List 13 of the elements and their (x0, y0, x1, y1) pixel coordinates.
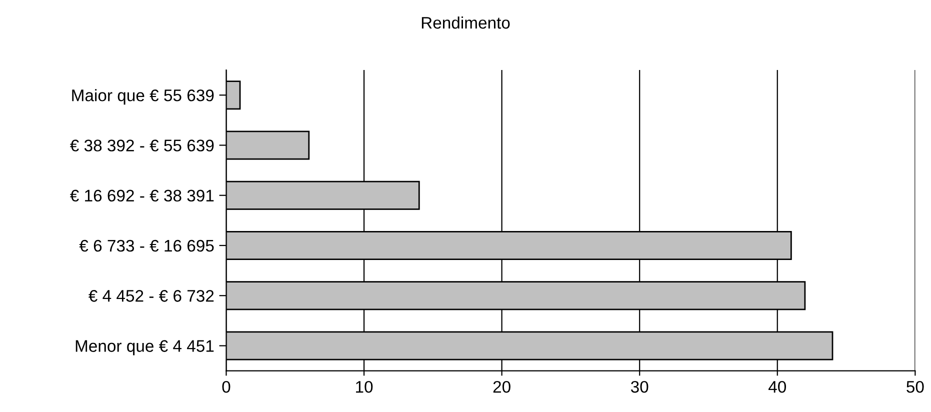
y-tick-label: Menor que € 4 451 (76, 340, 214, 356)
chart-title: Rendimento (422, 16, 510, 29)
x-tick-label: 20 (493, 380, 510, 393)
x-tick-label: 10 (356, 380, 373, 393)
x-tick-label: 40 (768, 380, 786, 393)
y-tick-label: € 16 692 - € 38 391 (70, 190, 214, 202)
x-tick-label: 0 (222, 380, 230, 393)
y-tick-label: € 4 452 - € 6 732 (88, 290, 214, 302)
y-tick-label: € 38 392 - € 55 639 (70, 140, 214, 152)
y-tick-label: € 6 733 - € 16 695 (79, 240, 214, 252)
y-tick-label: Maior que € 55 639 (72, 89, 214, 105)
x-tick-label: 30 (630, 380, 648, 393)
x-tick-label: 50 (906, 380, 924, 393)
